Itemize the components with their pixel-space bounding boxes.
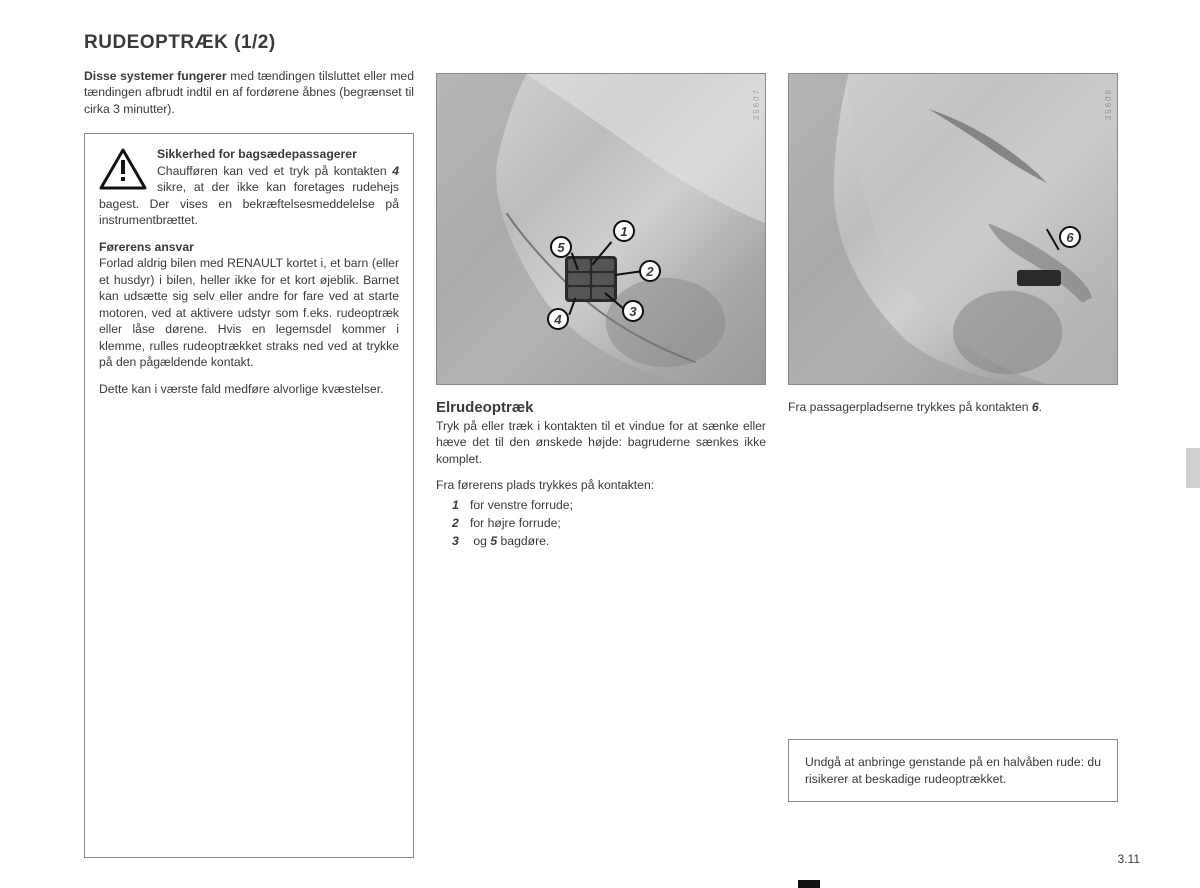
list-item: 1for venstre forrude; [452, 496, 766, 514]
callout-4: 4 [547, 308, 569, 330]
intro-bold: Disse systemer fungerer [84, 69, 227, 83]
list-item: 3 og 5 bagdøre. [452, 532, 766, 550]
caution-box: Undgå at anbringe genstande på en halvåb… [788, 739, 1118, 802]
warn-p3: Dette kan i værste fald medføre alvorlig… [99, 381, 399, 397]
list-item: 2for højre forrude; [452, 514, 766, 532]
intro-paragraph: Disse systemer fungerer med tændingen ti… [84, 68, 414, 117]
figure-2: 35608 6 [788, 73, 1118, 385]
warn-heading-2: Førerens ansvar [99, 240, 194, 254]
callout-2: 2 [639, 260, 661, 282]
passenger-window-switch [1017, 270, 1061, 286]
door-illustration-1 [437, 74, 765, 384]
mid-paragraph-1: Tryk på eller træk i kontakten til et vi… [436, 418, 766, 467]
switch-list: 1for venstre forrude; 2for højre forrude… [436, 496, 766, 551]
callout-3: 3 [622, 300, 644, 322]
warning-icon [99, 148, 147, 190]
callout-5: 5 [550, 236, 572, 258]
callout-1: 1 [613, 220, 635, 242]
warn-p2: Forlad aldrig bilen med RENAULT kortet i… [99, 256, 399, 369]
mid-paragraph-2: Fra førerens plads trykkes på kontakten: [436, 477, 766, 493]
side-tab [1186, 448, 1200, 488]
warn-p1-num: 4 [392, 164, 399, 178]
warn-heading-1: Sikkerhed for bagsædepassagerer [157, 147, 357, 161]
page-title: RUDEOPTRÆK (1/2) [84, 32, 414, 54]
right-paragraph: Fra passagerpladserne trykkes på kontakt… [788, 399, 1118, 415]
bottom-mark [798, 880, 820, 888]
page-number: 3.11 [1118, 852, 1140, 866]
figure-1: 35607 1 5 2 3 4 [436, 73, 766, 385]
warning-box: Sikkerhed for bagsædepassagerer Chauffør… [84, 133, 414, 858]
warn-p1a: Chaufføren kan ved et tryk på kontakten [157, 164, 392, 178]
callout-6: 6 [1059, 226, 1081, 248]
section-heading: Elrudeoptræk [436, 399, 766, 416]
